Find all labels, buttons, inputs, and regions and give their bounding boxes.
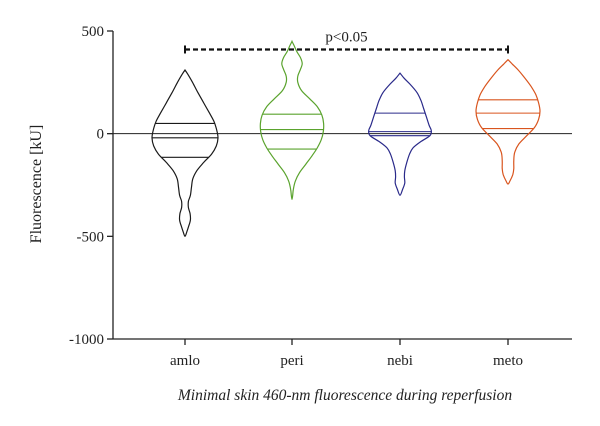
violin-nebi [368, 72, 432, 196]
x-axis-caption: Minimal skin 460-nm fluorescence during … [177, 387, 512, 404]
y-tick-label: 0 [97, 127, 105, 143]
x-tick-label-nebi: nebi [387, 353, 413, 369]
violin-outline-nebi [368, 72, 432, 196]
violin-meto [475, 58, 541, 185]
x-tick-label-amlo: amlo [170, 353, 200, 369]
significance-label: p<0.05 [325, 29, 367, 45]
violin-peri [259, 39, 325, 201]
violin-outline-meto [475, 58, 541, 185]
annotations: p<0.05 [184, 29, 509, 54]
violins [151, 39, 541, 237]
y-tick-label: -500 [77, 229, 105, 245]
y-tick-label: 500 [82, 24, 105, 40]
x-tick-label-meto: meto [493, 353, 523, 369]
y-axis-title: Fluorescence [kU] [28, 125, 45, 244]
violin-amlo [151, 68, 219, 237]
x-tick-label-peri: peri [280, 353, 303, 369]
violin-outline-peri [259, 39, 325, 201]
axes: 500 0 -500 -1000 amlo peri nebi meto [69, 24, 572, 369]
violin-outline-amlo [151, 68, 219, 237]
y-tick-label: -1000 [69, 332, 104, 348]
